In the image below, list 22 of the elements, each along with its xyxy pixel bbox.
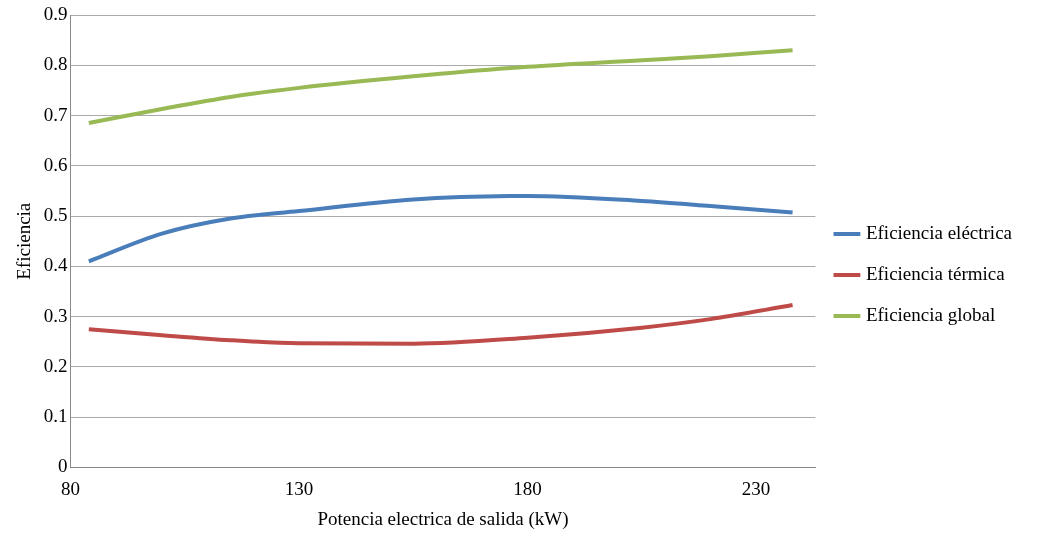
line-series xyxy=(86,303,795,346)
y-tick-label: 0.9 xyxy=(43,2,68,24)
line-series xyxy=(86,193,795,264)
y-tick-label: 0.5 xyxy=(43,204,68,226)
line-series xyxy=(86,48,795,126)
y-axis-title: Eficiencia xyxy=(13,202,35,280)
y-tick-label: 0.3 xyxy=(43,304,68,326)
x-tick-label: 130 xyxy=(284,477,314,499)
x-tick-label: 230 xyxy=(741,477,771,499)
legend-label: Eficiencia eléctrica xyxy=(865,221,1013,243)
legend-label: Eficiencia global xyxy=(865,303,996,325)
y-tick-label: 0.4 xyxy=(43,254,69,276)
y-tick-label: 0.2 xyxy=(43,354,68,376)
x-axis-title: Potencia electrica de salida (kW) xyxy=(317,507,569,530)
x-tick-label: 180 xyxy=(513,477,542,499)
legend-label: Eficiencia térmica xyxy=(865,262,1006,284)
x-tick-label: 80 xyxy=(61,477,81,499)
y-tick-label: 0 xyxy=(58,455,68,477)
y-tick-label: 0.1 xyxy=(43,405,68,427)
y-tick-label: 0.8 xyxy=(43,53,68,75)
y-tick-label: 0.6 xyxy=(43,153,68,175)
y-tick-label: 0.7 xyxy=(43,103,68,125)
